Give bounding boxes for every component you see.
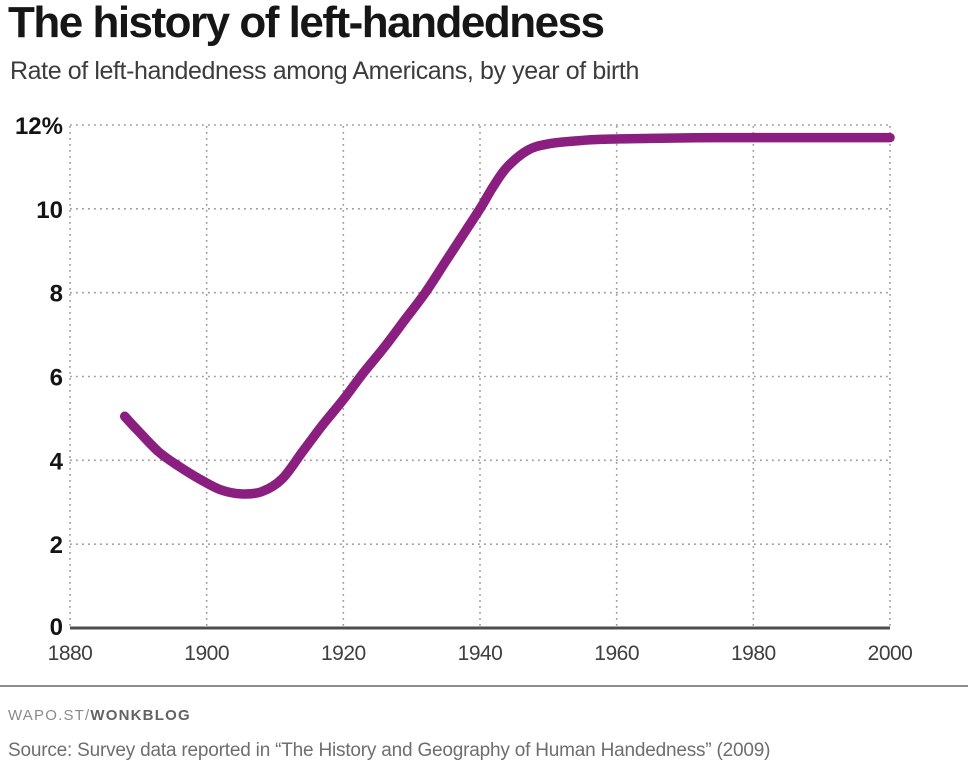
- brand-line: WAPO.ST/WONKBLOG: [8, 707, 191, 724]
- x-axis-tick-label: 1900: [184, 642, 229, 665]
- x-axis-tick-label: 1980: [731, 642, 776, 665]
- y-axis-tick-label: 4: [50, 448, 64, 475]
- y-axis-tick-label: 8: [50, 281, 63, 308]
- line-chart: 0 2 4 6 8 10 12% 1880 1900 1920 1940 1960 1980 2000: [15, 113, 913, 665]
- footer-divider: [0, 685, 968, 687]
- page-title: The history of left-handedness: [8, 0, 605, 47]
- x-axis-tick-label: 1960: [594, 642, 639, 665]
- lefthandedness-trend-line: [119, 132, 895, 499]
- chart-subtitle: Rate of left-handedness among Americans,…: [10, 57, 639, 85]
- y-axis-tick-label: 12%: [15, 113, 63, 140]
- y-axis-tick-label: 6: [50, 365, 63, 392]
- brand-wonkblog: WONKBLOG: [90, 707, 191, 724]
- x-axis-tick-label: 1920: [321, 642, 366, 665]
- x-axis-tick-label: 1880: [48, 642, 93, 665]
- y-axis-tick-label: 10: [36, 197, 63, 224]
- x-axis-tick-label: 1940: [458, 642, 503, 665]
- brand-url-prefix: WAPO.ST/: [8, 707, 91, 724]
- x-axis-tick-label: 2000: [868, 642, 913, 665]
- source-credit: Source: Survey data reported in “The His…: [8, 740, 771, 761]
- y-axis-tick-label: 0: [50, 614, 63, 641]
- y-axis-tick-label: 2: [50, 532, 63, 559]
